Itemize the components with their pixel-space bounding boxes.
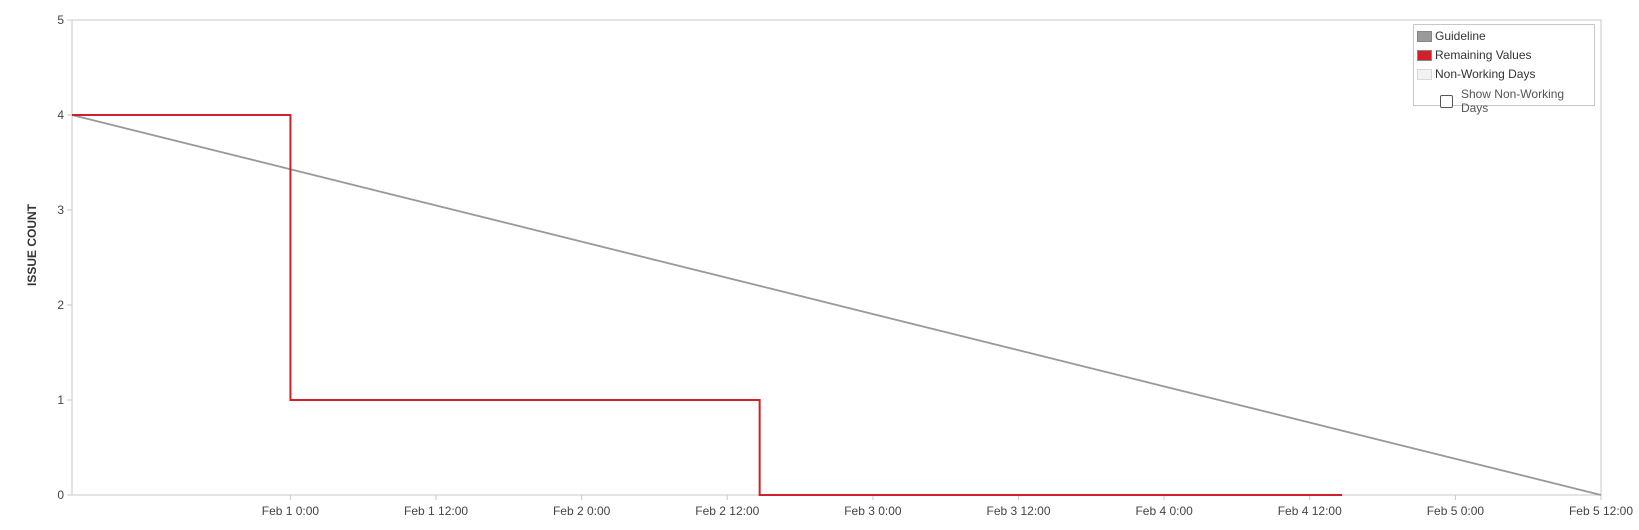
x-tick-label: Feb 5 12:00 [1569,504,1633,518]
show-non-working-days-label: Show Non-Working Days [1460,87,1565,115]
legend-item-non-working-days: Non-Working Days [1417,66,1535,82]
x-tick-label: Feb 5 0:00 [1427,504,1485,518]
legend-label-guideline: Guideline [1435,29,1486,43]
legend-label-non-working-days: Non-Working Days [1435,67,1536,81]
x-tick-label: Feb 2 0:00 [553,504,611,518]
series-line-remaining-values [72,114,1343,496]
y-tick-label: 5 [57,13,64,27]
legend-item-remaining-values: Remaining Values [1417,47,1532,63]
y-tick-label: 4 [57,108,64,122]
remaining-values-swatch-icon [1417,49,1432,61]
x-tick-label: Feb 4 0:00 [1135,504,1193,518]
guideline-swatch-icon [1417,30,1432,42]
y-axis-title: ISSUE COUNT [25,203,39,286]
legend-item-guideline: Guideline [1417,28,1486,44]
x-tick-label: Feb 1 12:00 [404,504,468,518]
x-tick-label: Feb 3 0:00 [844,504,902,518]
show-non-working-days-toggle[interactable]: Show Non-Working Days [1440,87,1594,115]
plot-area [71,19,1602,496]
x-tick-label: Feb 2 12:00 [695,504,759,518]
show-non-working-days-checkbox[interactable] [1440,94,1453,108]
x-tick-label: Feb 1 0:00 [262,504,320,518]
y-tick-label: 0 [57,488,64,502]
y-axis: 0 1 2 3 4 5 [57,13,72,502]
x-axis: Feb 1 0:00 Feb 1 12:00 Feb 2 0:00 Feb 2 12:… [262,495,1633,518]
non-working-days-swatch-icon [1417,68,1432,80]
y-tick-label: 3 [57,203,64,217]
series-line-guideline [71,114,1602,496]
y-tick-label: 2 [57,298,64,312]
x-tick-label: Feb 3 12:00 [986,504,1050,518]
x-tick-label: Feb 4 12:00 [1278,504,1342,518]
series-layer [71,114,1602,496]
legend: Guideline Remaining Values Non-Working D… [1413,24,1595,115]
y-tick-label: 1 [57,393,64,407]
legend-label-remaining-values: Remaining Values [1435,48,1532,62]
